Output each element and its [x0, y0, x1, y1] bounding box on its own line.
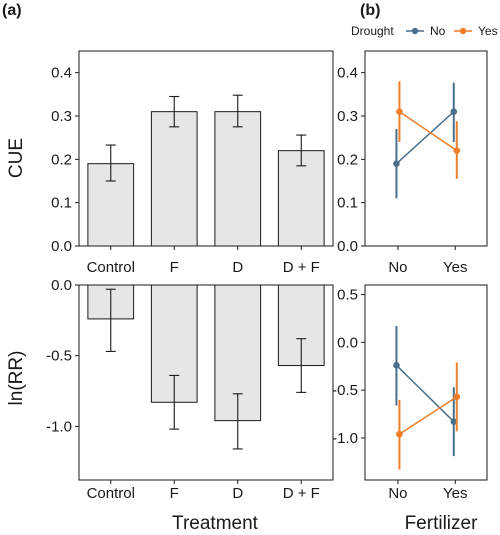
point-no: [450, 108, 458, 115]
point-no: [393, 361, 400, 369]
x-tick-label: No: [388, 485, 407, 502]
cue-bar-panel: Control F D D + F 0.0 0.1 0.2 0.3 0.4: [51, 50, 334, 276]
plot-border: [364, 284, 488, 481]
point-no: [393, 160, 400, 167]
y-tick-label: 0.0: [337, 334, 358, 351]
series-line-yes: [399, 111, 458, 152]
rr-bar-panel: Control F D D + F 0.0 -0.5 -1.0: [46, 277, 334, 502]
x-tick-label: D + F: [283, 259, 320, 276]
bar-f: [150, 111, 198, 247]
legend: Drought No Yes: [351, 24, 498, 38]
point-yes: [453, 147, 461, 154]
x-tick-label: F: [170, 485, 179, 502]
y-tick-label: -1.0: [332, 430, 358, 447]
x-tick-label: No: [388, 259, 407, 276]
y-tick-label: 0.4: [337, 65, 358, 82]
legend-no-marker: [411, 27, 419, 35]
y-tick-label: 0.0: [51, 238, 72, 255]
plot-border: [364, 50, 488, 247]
rr-interaction-panel: No Yes 0.5 0.0 -0.5 -1.0: [332, 284, 488, 502]
y-tick-label: 0.3: [337, 108, 358, 125]
y-tick-label: 0.5: [337, 287, 358, 304]
cue-interaction-panel: No Yes 0.0 0.1 0.2 0.3 0.4: [337, 50, 488, 276]
x-tick-label: Yes: [443, 485, 467, 502]
series-line-no: [395, 111, 455, 165]
y-axis-title-lnrr: ln(RR): [6, 351, 27, 406]
x-axis-title-fertilizer: Fertilizer: [405, 513, 479, 534]
x-tick-label: Control: [87, 259, 135, 276]
legend-yes-marker: [459, 27, 467, 35]
y-tick-label: 0.2: [51, 151, 72, 168]
point-no: [450, 418, 458, 425]
y-tick-label: 0.1: [51, 195, 72, 212]
bar-df: [277, 150, 325, 247]
y-axis-title-cue: CUE: [6, 138, 27, 178]
panel-b-label: (b): [360, 2, 380, 19]
series-line-yes: [399, 396, 458, 435]
y-tick-label: 0.4: [51, 65, 72, 82]
legend-no-label: No: [430, 24, 446, 38]
y-tick-label: -0.5: [332, 382, 358, 399]
x-tick-label: D + F: [283, 485, 320, 502]
series-line-no: [395, 364, 455, 423]
x-tick-label: Yes: [443, 259, 467, 276]
panel-a-label: (a): [2, 2, 22, 19]
y-tick-label: 0.3: [51, 108, 72, 125]
x-tick-label: F: [170, 259, 179, 276]
y-tick-label: 0.1: [337, 195, 358, 212]
x-tick-label: Control: [87, 485, 135, 502]
y-tick-label: -1.0: [46, 418, 72, 435]
y-tick-label: -0.5: [46, 348, 72, 365]
y-tick-label: 0.2: [337, 151, 358, 168]
y-tick-label: 0.0: [51, 277, 72, 294]
legend-yes-label: Yes: [478, 24, 498, 38]
legend-title: Drought: [351, 24, 394, 38]
x-tick-label: D: [232, 259, 243, 276]
x-tick-label: D: [232, 485, 243, 502]
x-axis-title-treatment: Treatment: [172, 513, 259, 534]
bar-d: [214, 111, 262, 247]
y-tick-label: 0.0: [337, 238, 358, 255]
point-yes: [396, 430, 403, 438]
point-yes: [453, 393, 461, 401]
point-yes: [396, 108, 403, 115]
bar-df: [277, 284, 325, 367]
